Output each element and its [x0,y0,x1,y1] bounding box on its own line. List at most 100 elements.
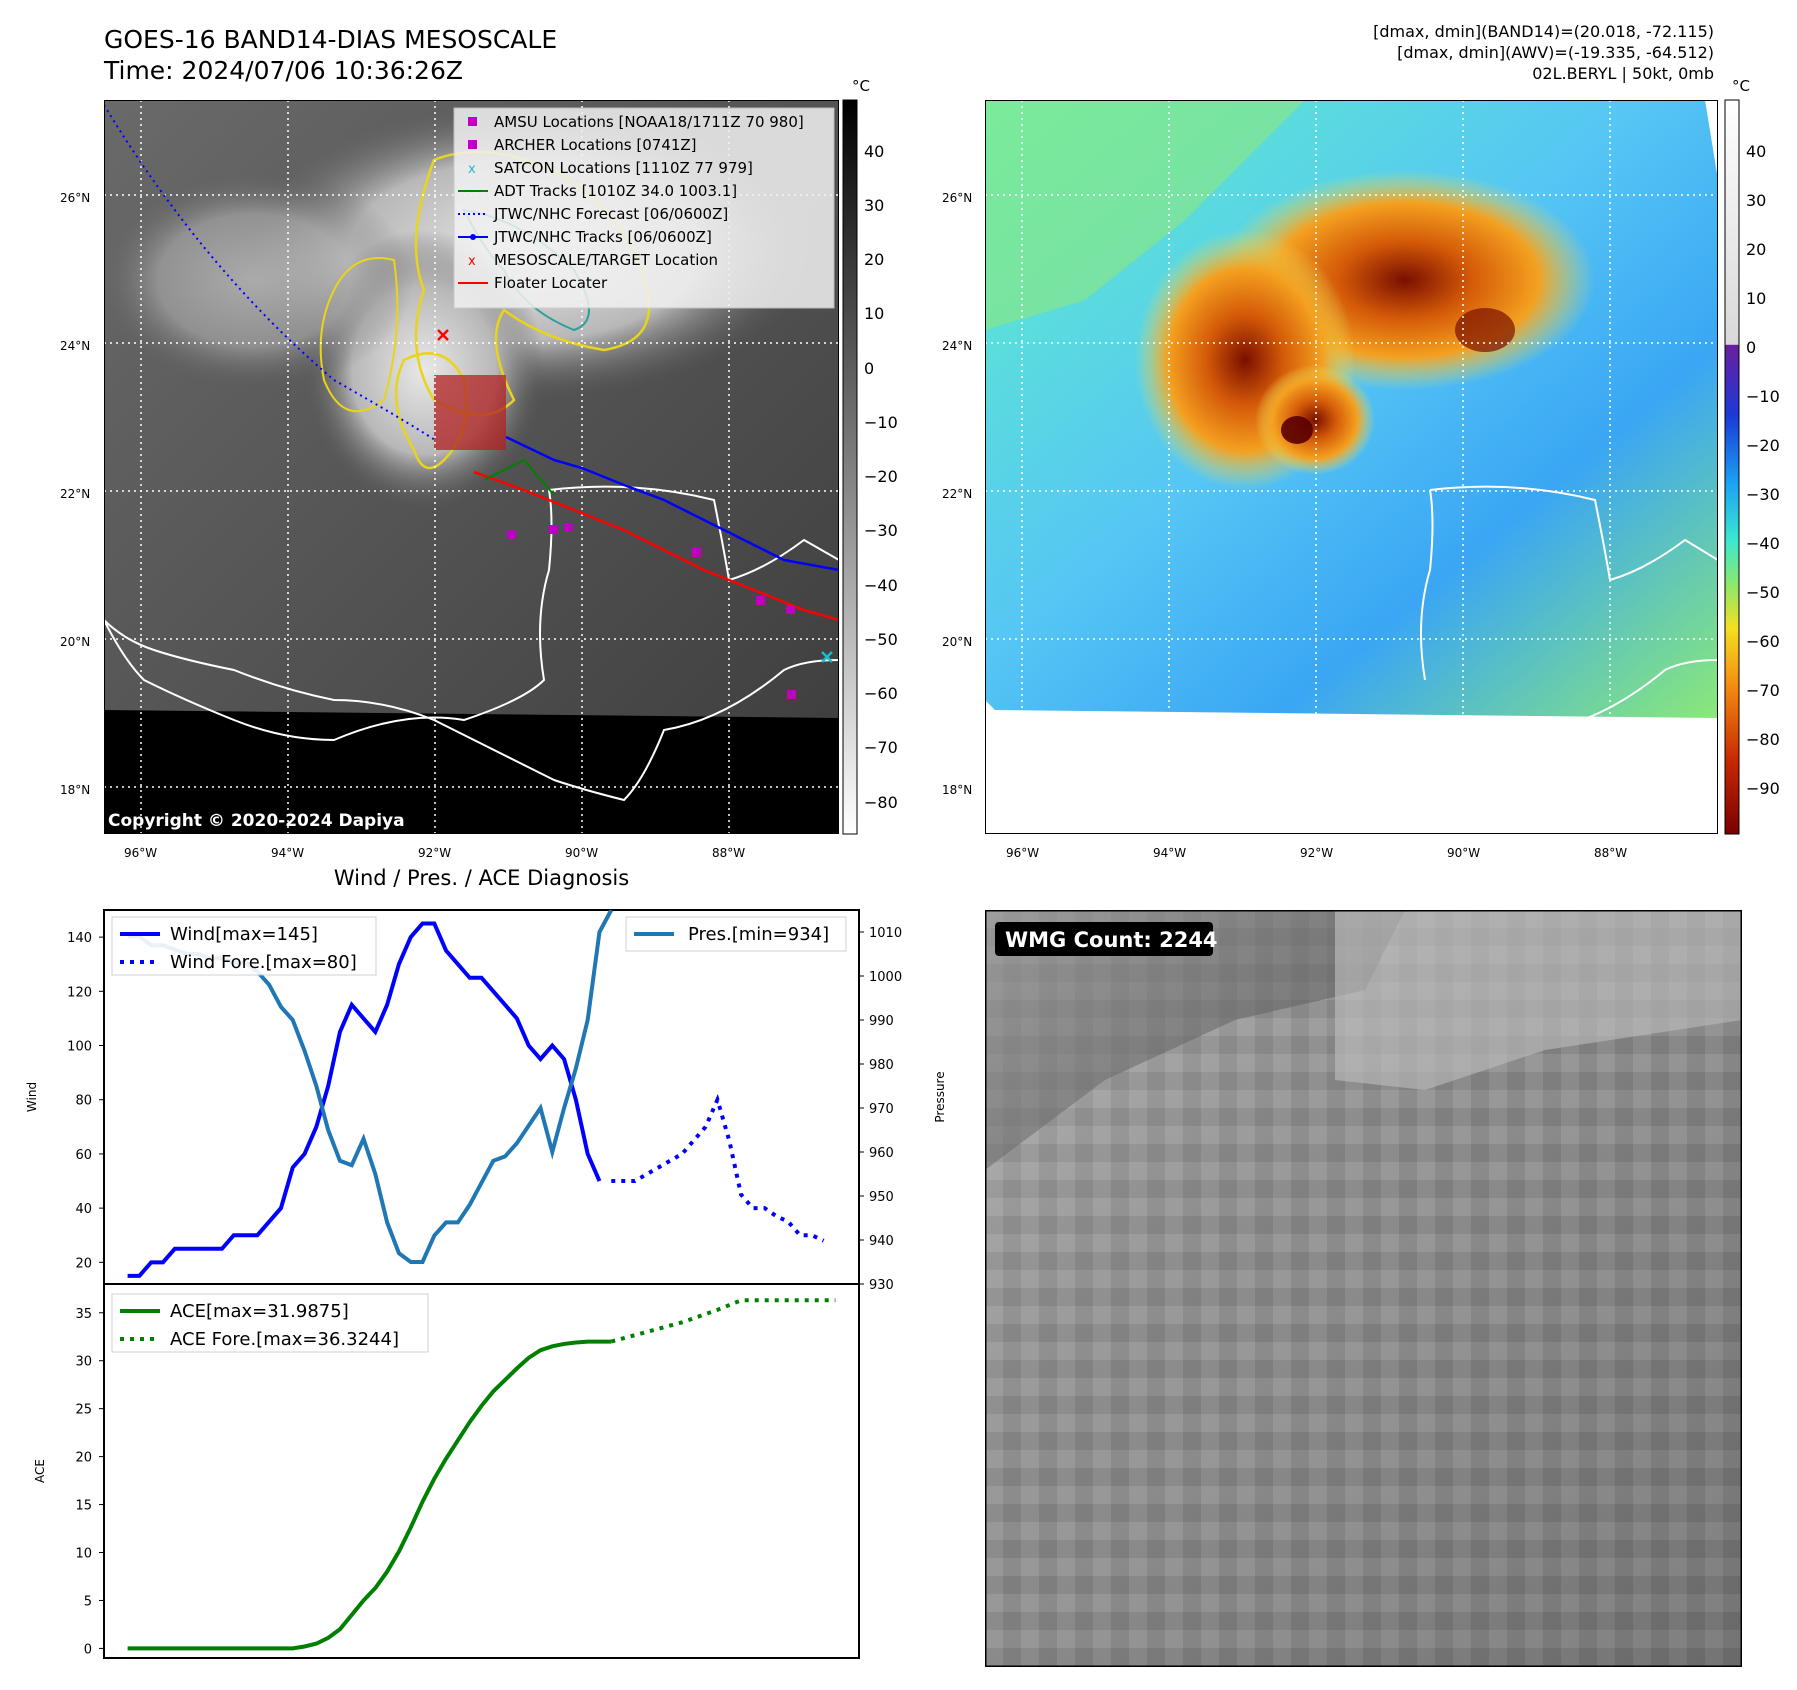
diagnosis-title: Wind / Pres. / ACE Diagnosis [333,866,630,890]
meta-info: [dmax, dmin](BAND14)=(20.018, -72.115) [… [1373,21,1714,84]
lat-label-18: 18°N [60,783,91,797]
time-line: Time: 2024/07/06 10:36:26Z [104,56,463,85]
pres-legend-label: Pres.[min=934] [688,924,829,945]
gray-colorbar-ticks: 40 30 20 10 0 −10 −20 −30 −40 −50 −60 −7… [864,142,898,812]
lon-label-94: 94°W [271,846,305,860]
cold-spot-ne [1455,308,1515,352]
gray-tick-m30: −30 [864,521,898,540]
legend-archer-icon [468,140,477,149]
gray-colorbar: °C 40 30 20 10 0 −10 −20 −30 −40 −50 −60… [842,78,898,835]
gray-tick-m40: −40 [864,576,898,595]
color-tick-m50: −50 [1746,583,1780,602]
coastline-gulf [104,489,553,742]
map-legend [453,107,835,309]
color-colorbar-ticks: 40 30 20 10 0 −10 −20 −30 −40 −50 −60 −7… [1746,142,1780,798]
adt-track [483,458,555,496]
ace-series-line-0 [127,1339,612,1651]
forecast-track [104,104,436,441]
wind-ytick-label: 80 [75,1094,92,1109]
ace-ytick-label: 15 [75,1499,92,1514]
lat-label-26: 26°N [60,191,91,205]
best-track [505,435,839,572]
map-legend-items: AMSU Locations [NOAA18/1711Z 70 980] ARC… [458,113,804,292]
lon-label-90: 90°W [565,846,599,860]
legend-amsu-icon [468,117,477,126]
diagnosis-chart: 2040608010012014093094095096097098099010… [25,909,947,1659]
ace-ytick-label: 25 [75,1403,92,1418]
wind-ylabel: Wind [25,1082,39,1112]
gray-tick-m20: −20 [864,467,898,486]
lat-label-24-b: 24°N [942,339,973,353]
lat-label-26-b: 26°N [942,191,973,205]
legend-forecast: JTWC/NHC Forecast [06/0600Z] [493,205,728,223]
legend-target: MESOSCALE/TARGET Location [494,251,718,269]
wind-series-line-0 [127,921,602,1278]
pressure-ylabel: Pressure [933,1071,947,1122]
color-tick-m10: −10 [1746,387,1780,406]
lon-label-88-b: 88°W [1594,846,1628,860]
lon-label-90-b: 90°W [1447,846,1481,860]
ace-ytick-label: 30 [75,1355,92,1370]
ace-ytick-label: 35 [75,1307,92,1322]
wind-ytick-label: 120 [67,985,92,1000]
ace-legend-label-1: ACE Fore.[max=36.3244] [170,1329,399,1350]
mesoscale-target-box [434,375,506,450]
lon-label-94-b: 94°W [1153,846,1187,860]
legend-floater: Floater Locater [494,274,608,292]
ace-ytick-label: 20 [75,1451,92,1466]
gray-tick-m70: −70 [864,738,898,757]
color-tick-m60: −60 [1746,632,1780,651]
color-tick-0: 0 [1746,338,1756,357]
wind-series-line-1 [611,1093,825,1243]
lat-label-22: 22°N [60,487,91,501]
west-contour-yellow [319,257,399,413]
pres-ytick-label: 940 [869,1234,894,1249]
ace-series-line-1 [610,1298,836,1344]
coastline-yucatan [104,485,839,802]
wmg-panel: WMG Count: 2244 [985,910,1742,1667]
meta-line-3: 02L.BERYL | 50kt, 0mb [1532,64,1714,83]
wind-legend-label-0: Wind[max=145] [170,924,318,945]
color-tick-10: 10 [1746,289,1766,308]
lat-label-20-b: 20°N [942,635,973,649]
pres-ytick-label: 1000 [869,970,902,985]
color-tick-m20: −20 [1746,436,1780,455]
ace-ytick-label: 10 [75,1547,92,1562]
meta-line-1: [dmax, dmin](BAND14)=(20.018, -72.115) [1373,22,1714,41]
lon-label-88: 88°W [712,846,746,860]
wmg-badge [995,922,1213,956]
color-tick-m70: −70 [1746,681,1780,700]
color-map-gridlines [985,100,1718,834]
copyright: Copyright © 2020-2024 Dapiya [108,811,405,831]
color-tick-m40: −40 [1746,534,1780,553]
wind-ytick-label: 20 [75,1256,92,1271]
chart-title: GOES-16 BAND14-DIAS MESOSCALE Time: 2024… [104,24,557,86]
color-tick-20: 20 [1746,240,1766,259]
pres-ytick-label: 990 [869,1014,894,1029]
color-colorbar-gradient [1724,99,1740,835]
color-colorbar: °C 40 30 20 10 0 −10 −20 −30 −40 −50 −60… [1724,78,1780,835]
pres-ytick-label: 1010 [869,926,902,941]
gray-tick-m60: −60 [864,684,898,703]
ace-ytick-label: 0 [84,1642,92,1657]
gray-tick-30: 30 [864,196,884,215]
gray-tick-10: 10 [864,304,884,323]
ace-legend [111,1293,429,1353]
lon-label-96: 96°W [124,846,158,860]
gray-tick-0: 0 [864,359,874,378]
wmg-shading [985,910,1742,1667]
wind-ytick-label: 140 [67,931,92,946]
wind-ytick-label: 40 [75,1202,92,1217]
color-colorbar-unit: °C [1732,78,1750,95]
gray-colorbar-gradient [842,99,858,835]
bt-field-nw [985,100,1305,330]
gray-tick-m10: −10 [864,413,898,432]
color-map-panel [985,100,1718,834]
gray-tick-40: 40 [864,142,884,161]
wind-ytick-label: 100 [67,1040,92,1055]
title-line: GOES-16 BAND14-DIAS MESOSCALE [104,25,558,54]
lat-label-18-b: 18°N [942,783,973,797]
lat-label-20: 20°N [60,635,91,649]
legend-amsu: AMSU Locations [NOAA18/1711Z 70 980] [494,113,804,131]
ace-legend-label-0: ACE[max=31.9875] [170,1301,349,1322]
